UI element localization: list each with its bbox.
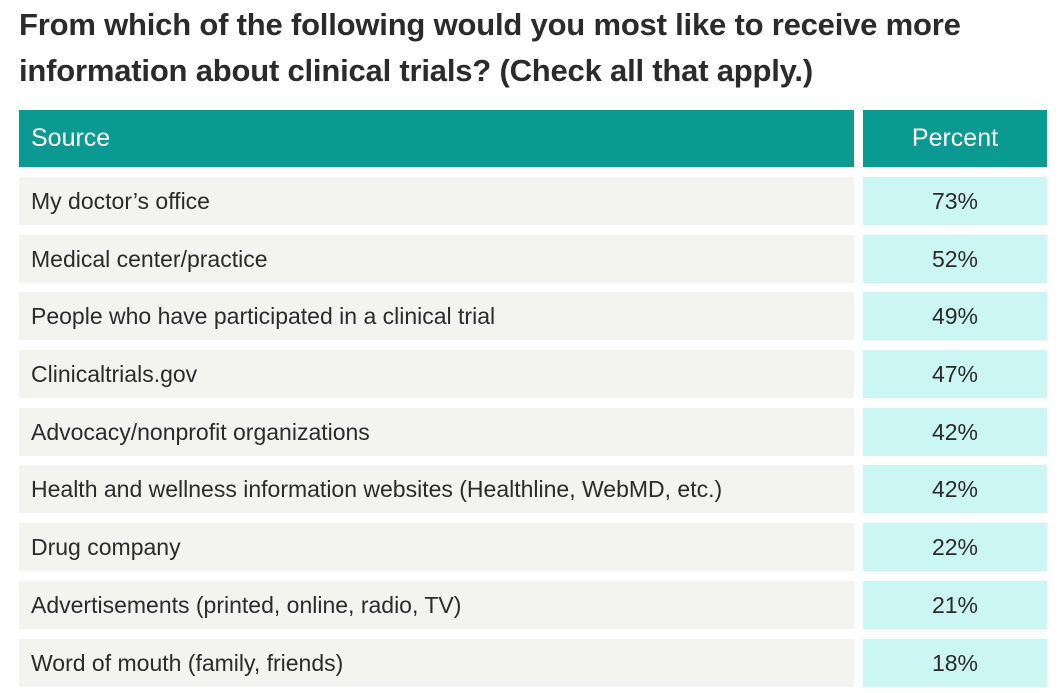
percent-cell: 42% — [863, 465, 1047, 514]
percent-cell: 49% — [863, 292, 1047, 341]
column-header-source: Source — [19, 110, 854, 167]
table-row: Advertisements (printed, online, radio, … — [19, 580, 1047, 629]
percent-cell: 52% — [863, 234, 1047, 283]
source-cell: Drug company — [19, 523, 854, 572]
table-row: My doctor’s office 73% — [19, 177, 1047, 225]
table-row: Advocacy/nonprofit organizations 42% — [19, 407, 1047, 456]
source-cell: Advocacy/nonprofit organizations — [19, 407, 854, 456]
table-row: Clinicaltrials.gov 47% — [19, 350, 1047, 399]
percent-cell: 42% — [863, 407, 1047, 456]
source-cell: Medical center/practice — [19, 234, 854, 283]
percent-cell: 18% — [863, 638, 1047, 687]
source-cell: Advertisements (printed, online, radio, … — [19, 580, 854, 629]
source-cell: Word of mouth (family, friends) — [19, 638, 854, 687]
table-row: Drug company 22% — [19, 523, 1047, 572]
source-cell: People who have participated in a clinic… — [19, 292, 854, 341]
percent-cell: 47% — [863, 350, 1047, 399]
table-header-row: Source Percent — [19, 110, 1047, 167]
table-row: Health and wellness information websites… — [19, 465, 1047, 514]
table-body: My doctor’s office 73% Medical center/prac… — [19, 177, 1047, 687]
percent-cell: 21% — [863, 580, 1047, 629]
table-row: Word of mouth (family, friends) 18% — [19, 638, 1047, 687]
table-row: People who have participated in a clinic… — [19, 292, 1047, 341]
percent-cell: 22% — [863, 523, 1047, 572]
source-cell: Clinicaltrials.gov — [19, 350, 854, 399]
column-header-percent: Percent — [863, 110, 1047, 167]
chart-title: From which of the following would you mo… — [19, 7, 961, 88]
table-row: Medical center/practice 52% — [19, 234, 1047, 283]
data-table: Source Percent My doctor’s office 73% Medi… — [19, 110, 1047, 693]
percent-cell: 73% — [863, 177, 1047, 225]
source-cell: Health and wellness information websites… — [19, 465, 854, 514]
source-cell: My doctor’s office — [19, 177, 854, 225]
